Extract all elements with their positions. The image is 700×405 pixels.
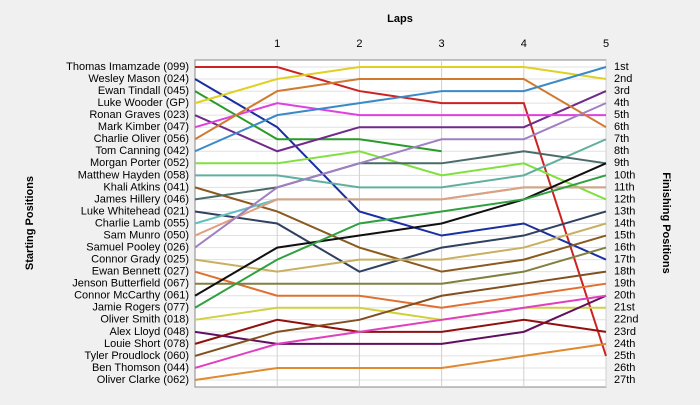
driver-line [195, 246, 607, 285]
y2-tick-label: 22nd [614, 314, 638, 326]
y2-tick-label: 24th [614, 338, 635, 350]
y2-tick-label: 21st [614, 302, 635, 314]
y2-tick-label: 18th [614, 266, 635, 278]
y2-tick-label: 15th [614, 229, 635, 241]
driver-label: Mark Kimber (047) [98, 121, 189, 133]
y2-tick-label: 27th [614, 374, 635, 386]
y2-tick-label: 2nd [614, 73, 632, 85]
driver-label: Khali Atkins (041) [103, 181, 189, 193]
driver-line [194, 66, 607, 105]
driver-line [194, 174, 607, 309]
y-axis-title: Starting Positions [24, 176, 36, 270]
driver-line [194, 102, 606, 129]
y2-tick-label: 7th [614, 133, 629, 145]
y2-tick-label: 9th [614, 157, 629, 169]
y2-tick-label: 19th [614, 278, 635, 290]
driver-label: Louie Short (078) [104, 338, 189, 350]
driver-line [194, 294, 607, 345]
driver-line [194, 306, 606, 321]
y2-tick-label: 1st [614, 61, 629, 73]
y2-tick-label: 13th [614, 205, 635, 217]
driver-label: Ben Thomson (044) [92, 362, 189, 374]
driver-label: Oliver Smith (018) [100, 314, 189, 326]
y2-tick-label: 6th [614, 121, 629, 133]
x-tick-label: 2 [356, 38, 362, 50]
driver-label: Thomas Imamzade (099) [66, 61, 189, 73]
driver-line [194, 222, 607, 273]
y2-tick-label: 8th [614, 145, 629, 157]
y2-tick-label: 5th [614, 109, 629, 121]
driver-line [194, 66, 607, 153]
y2-axis-title: Finishing Positions [660, 172, 672, 273]
y2-tick-label: 14th [614, 217, 635, 229]
driver-label: Tyler Proudlock (060) [84, 350, 189, 362]
driver-label: Sam Munro (050) [103, 229, 189, 241]
driver-label: Luke Wooder (GP) [97, 97, 189, 109]
driver-label: Connor McCarthy (061) [74, 290, 189, 302]
driver-label: Ronan Graves (023) [89, 109, 189, 121]
driver-line [194, 102, 607, 249]
driver-line [194, 342, 607, 381]
driver-label: Luke Whitehead (021) [81, 205, 189, 217]
y2-tick-label: 16th [614, 241, 635, 253]
driver-line [194, 270, 607, 309]
driver-label: Charlie Oliver (056) [94, 133, 189, 145]
driver-label: Jamie Rogers (077) [92, 302, 189, 314]
driver-label: Charlie Lamb (055) [95, 217, 189, 229]
y2-tick-label: 3rd [614, 85, 630, 97]
y2-tick-label: 12th [614, 193, 635, 205]
driver-line [194, 78, 607, 261]
x-tick-label: 4 [521, 38, 527, 50]
y2-tick-label: 23rd [614, 326, 636, 338]
driver-label: Morgan Porter (052) [90, 157, 189, 169]
driver-line [194, 162, 607, 297]
driver-line [194, 186, 606, 237]
driver-line [195, 138, 607, 189]
y2-tick-label: 17th [614, 254, 635, 266]
driver-label: Oliver Clarke (062) [97, 374, 189, 386]
driver-label: Matthew Hayden (058) [78, 169, 189, 181]
x-tick-label: 1 [274, 38, 280, 50]
driver-line [194, 90, 607, 153]
driver-label: Jenson Butterfield (067) [72, 278, 189, 290]
x-tick-label: 5 [603, 38, 609, 50]
driver-line [194, 294, 607, 369]
driver-label: Ewan Bennett (027) [92, 266, 189, 278]
y2-tick-label: 4th [614, 97, 629, 109]
driver-label: Samuel Pooley (026) [86, 241, 189, 253]
driver-label: Alex Lloyd (048) [110, 326, 190, 338]
x-axis-title: Laps [387, 13, 413, 25]
y2-tick-label: 26th [614, 362, 635, 374]
y2-tick-label: 20th [614, 290, 635, 302]
driver-label: Tom Canning (042) [95, 145, 189, 157]
driver-line [194, 270, 607, 357]
y2-tick-label: 11th [614, 181, 635, 193]
driver-label: Ewan Tindall (045) [98, 85, 189, 97]
driver-label: James Hillery (046) [94, 193, 189, 205]
driver-line [194, 150, 607, 201]
y2-tick-label: 25th [614, 350, 635, 362]
driver-line [194, 318, 607, 345]
driver-label: Connor Grady (025) [91, 254, 189, 266]
x-tick-label: 3 [439, 38, 445, 50]
driver-label: Wesley Mason (024) [88, 73, 189, 85]
y2-tick-label: 10th [614, 169, 635, 181]
